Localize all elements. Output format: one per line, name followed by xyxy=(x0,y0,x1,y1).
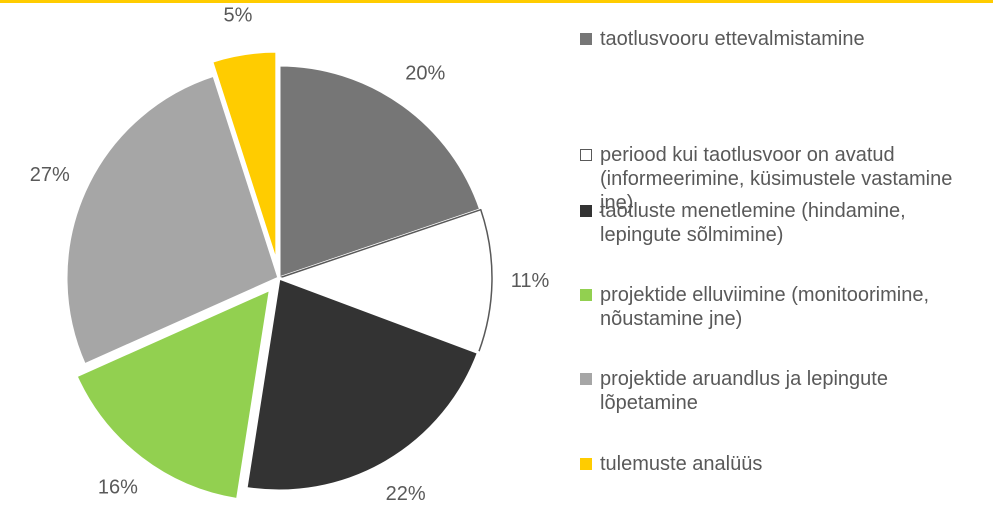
data-label: 27% xyxy=(30,164,70,186)
legend-swatch xyxy=(580,289,592,301)
legend-item: projektide aruandlus ja lepingute lõpeta… xyxy=(580,367,990,415)
legend-swatch xyxy=(580,33,592,45)
pie-slice xyxy=(74,287,272,502)
legend-swatch xyxy=(580,458,592,470)
pie-slice xyxy=(210,49,279,266)
data-label: 11% xyxy=(511,270,550,292)
legend-swatch xyxy=(580,205,592,217)
legend-label: projektide elluviimine (monitoorimine, n… xyxy=(600,284,930,330)
pie-slice xyxy=(277,63,483,280)
legend-label: taotlusvooru ettevalmistamine xyxy=(600,28,865,50)
legend-item: projektide elluviimine (monitoorimine, n… xyxy=(580,283,990,331)
legend-swatch xyxy=(580,373,592,385)
data-label: 5% xyxy=(223,4,252,26)
legend-item: periood kui taotlusvoor on avatud (infor… xyxy=(580,143,990,215)
legend-item: tulemuste analüüs xyxy=(580,452,990,476)
data-label: 16% xyxy=(98,477,138,499)
legend-label: projektide aruandlus ja lepingute lõpeta… xyxy=(600,368,888,414)
legend-item: taotlusvooru ettevalmistamine xyxy=(580,27,990,51)
data-label: 22% xyxy=(386,483,426,505)
pie-slice xyxy=(64,73,281,367)
legend-label: tulemuste analüüs xyxy=(600,453,763,475)
legend-label: taotluste menetlemine (hindamine, leping… xyxy=(600,200,906,246)
pie-slice xyxy=(244,276,481,493)
legend-label: periood kui taotlusvoor on avatud (infor… xyxy=(600,144,953,214)
legend-swatch xyxy=(580,149,592,161)
data-label: 20% xyxy=(405,62,445,84)
pie-slice xyxy=(278,208,493,354)
legend-item: taotluste menetlemine (hindamine, leping… xyxy=(580,199,990,247)
top-rule xyxy=(0,0,993,3)
